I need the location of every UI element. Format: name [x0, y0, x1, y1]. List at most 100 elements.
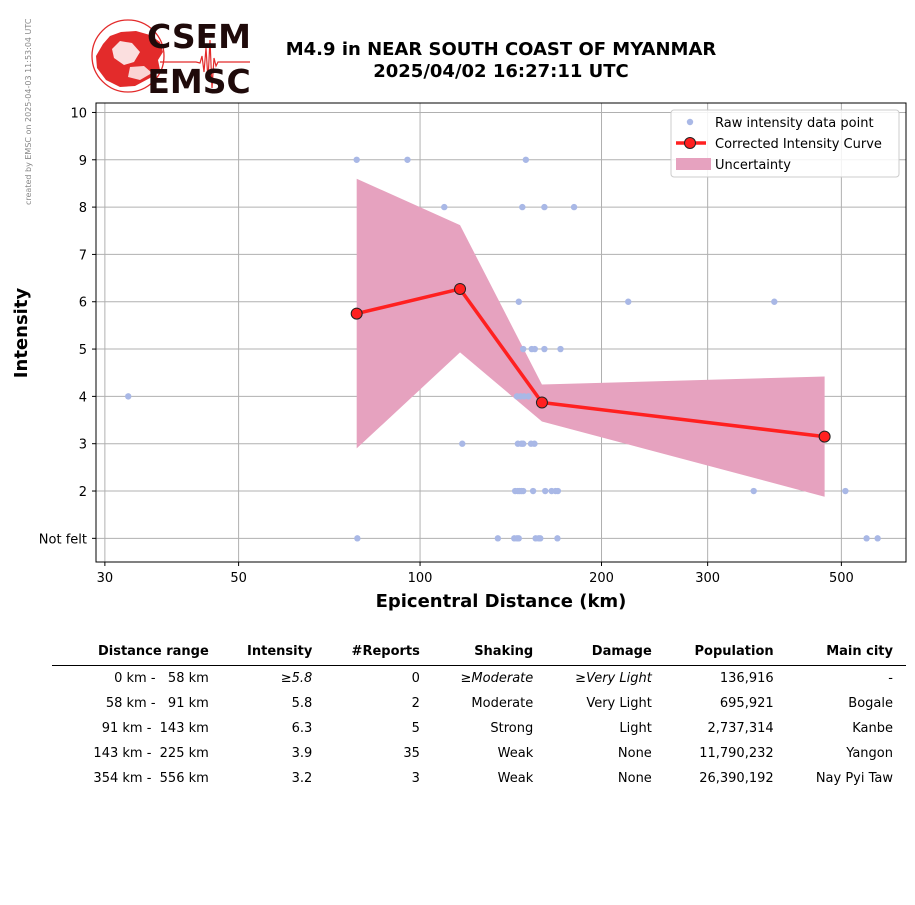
intensity-summary-table: Distance range Intensity #Reports Shakin… [52, 640, 906, 791]
raw-intensity-point [529, 487, 537, 495]
cell-city: - [888, 671, 893, 686]
cell-reports: 2 [411, 696, 420, 711]
emsc-logo: CSEM EMSC [91, 17, 251, 101]
raw-intensity-point [354, 535, 361, 542]
raw-intensity-point [842, 487, 849, 495]
raw-intensity-point [874, 535, 881, 542]
y-tick-label: 8 [79, 201, 87, 216]
logo-seismogram [160, 39, 250, 89]
cell-distance: 143 km - 225 km [93, 746, 209, 761]
header-damage: Damage [546, 640, 665, 666]
header-main-city: Main city [786, 640, 906, 666]
table-row: 58 km - 91 km 5.8 2 Moderate Very Light … [52, 691, 906, 716]
cell-shaking: Weak [497, 771, 534, 786]
header-intensity: Intensity [221, 640, 326, 666]
y-tick-label: 2 [79, 485, 87, 500]
raw-intensity-point [537, 535, 544, 542]
y-tick-label: 6 [79, 296, 87, 311]
raw-intensity-point [125, 393, 132, 400]
cell-damage: None [617, 746, 652, 761]
corrected-intensity-point [818, 430, 831, 443]
cell-reports: 5 [411, 721, 420, 736]
raw-intensity-point [520, 440, 527, 447]
x-tick-label: 200 [589, 571, 614, 586]
logo-map-detail-2 [128, 66, 152, 80]
raw-intensity-point [441, 203, 448, 211]
header-shaking: Shaking [432, 640, 547, 666]
cell-intensity: 6.3 [291, 721, 313, 736]
table-row: 143 km - 225 km 3.9 35 Weak None 11,790,… [52, 741, 906, 766]
raw-points-layer [125, 156, 881, 542]
cell-shaking: Strong [490, 721, 534, 736]
cell-population: 2,737,314 [707, 721, 774, 736]
logo-emsc: EMSC [147, 62, 250, 101]
corrected-intensity-point [535, 396, 548, 409]
x-axis-label: Epicentral Distance (km) [376, 591, 627, 612]
raw-intensity-point [515, 298, 522, 305]
y-tick-label: 7 [79, 248, 87, 263]
raw-intensity-point [520, 487, 527, 495]
y-tick-label: 5 [79, 343, 87, 358]
corrected-intensity-point [454, 282, 467, 295]
uncertainty-band-layer [356, 178, 825, 497]
raw-intensity-point [557, 345, 564, 353]
x-tick-label: 30 [97, 571, 114, 586]
table-row: 0 km - 58 km ≥5.8 0 ≥Moderate ≥Very Ligh… [52, 666, 906, 692]
raw-intensity-point [541, 203, 548, 211]
cell-distance: 58 km - 91 km [105, 696, 209, 711]
raw-intensity-point [541, 345, 548, 353]
raw-intensity-point [515, 535, 522, 542]
header-distance-range: Distance range [52, 640, 222, 666]
cell-city: Bogale [848, 696, 893, 711]
raw-intensity-point [531, 440, 538, 447]
y-tick-label: 4 [79, 390, 87, 405]
cell-distance: 91 km - 143 km [101, 721, 209, 736]
cell-damage: ≥Very Light [575, 671, 652, 686]
cell-population: 26,390,192 [699, 771, 774, 786]
logo-ring [91, 19, 165, 93]
raw-intensity-point [520, 345, 527, 353]
cell-damage: Light [619, 721, 652, 736]
raw-intensity-point [570, 203, 578, 211]
raw-intensity-point [554, 487, 562, 495]
legend-band-swatch [676, 158, 711, 170]
cell-shaking: Weak [497, 746, 534, 761]
raw-intensity-point [459, 440, 466, 447]
header-population: Population [664, 640, 787, 666]
raw-intensity-point [542, 487, 549, 495]
legend-curve-marker [684, 137, 696, 149]
cell-reports: 3 [411, 771, 420, 786]
raw-intensity-point [771, 298, 778, 305]
legend-box [670, 109, 900, 178]
logo-csem: CSEM [147, 17, 251, 56]
cell-intensity: ≥5.8 [280, 671, 313, 686]
raw-intensity-point [525, 393, 532, 400]
table-row: 91 km - 143 km 6.3 5 Strong Light 2,737,… [52, 716, 906, 741]
cell-damage: Very Light [586, 696, 652, 711]
cell-intensity: 3.2 [291, 771, 313, 786]
y-tick-label: 9 [79, 154, 87, 169]
cell-distance: 354 km - 556 km [93, 771, 209, 786]
x-tick-label: 100 [408, 571, 433, 586]
cell-population: 11,790,232 [699, 746, 774, 761]
legend-band-label: Uncertainty [715, 158, 791, 173]
intensity-chart: CSEM EMSC M4.9 in NEAR SOUTH COAST OF MY… [11, 17, 907, 612]
corrected-intensity-line [356, 287, 825, 439]
y-tick-label: 10 [70, 106, 87, 121]
y-axis-ticks: Not felt 2 3 4 5 6 7 8 9 10 [39, 106, 96, 547]
cell-damage: None [617, 771, 652, 786]
y-axis-label: Intensity [11, 288, 32, 379]
legend-curve-label: Corrected Intensity Curve [715, 137, 882, 152]
cell-reports: 0 [411, 671, 420, 686]
raw-intensity-point [863, 535, 870, 542]
cell-intensity: 3.9 [291, 746, 313, 761]
chart-subtitle: 2025/04/02 16:27:11 UTC [373, 61, 629, 82]
raw-intensity-point [625, 298, 632, 305]
uncertainty-band [356, 178, 825, 497]
x-tick-label: 50 [230, 571, 247, 586]
raw-intensity-point [531, 345, 538, 353]
cell-reports: 35 [403, 746, 420, 761]
logo-map-detail [112, 41, 140, 65]
legend-raw-marker [686, 118, 694, 126]
legend: Raw intensity data point Corrected Inten… [670, 109, 900, 178]
